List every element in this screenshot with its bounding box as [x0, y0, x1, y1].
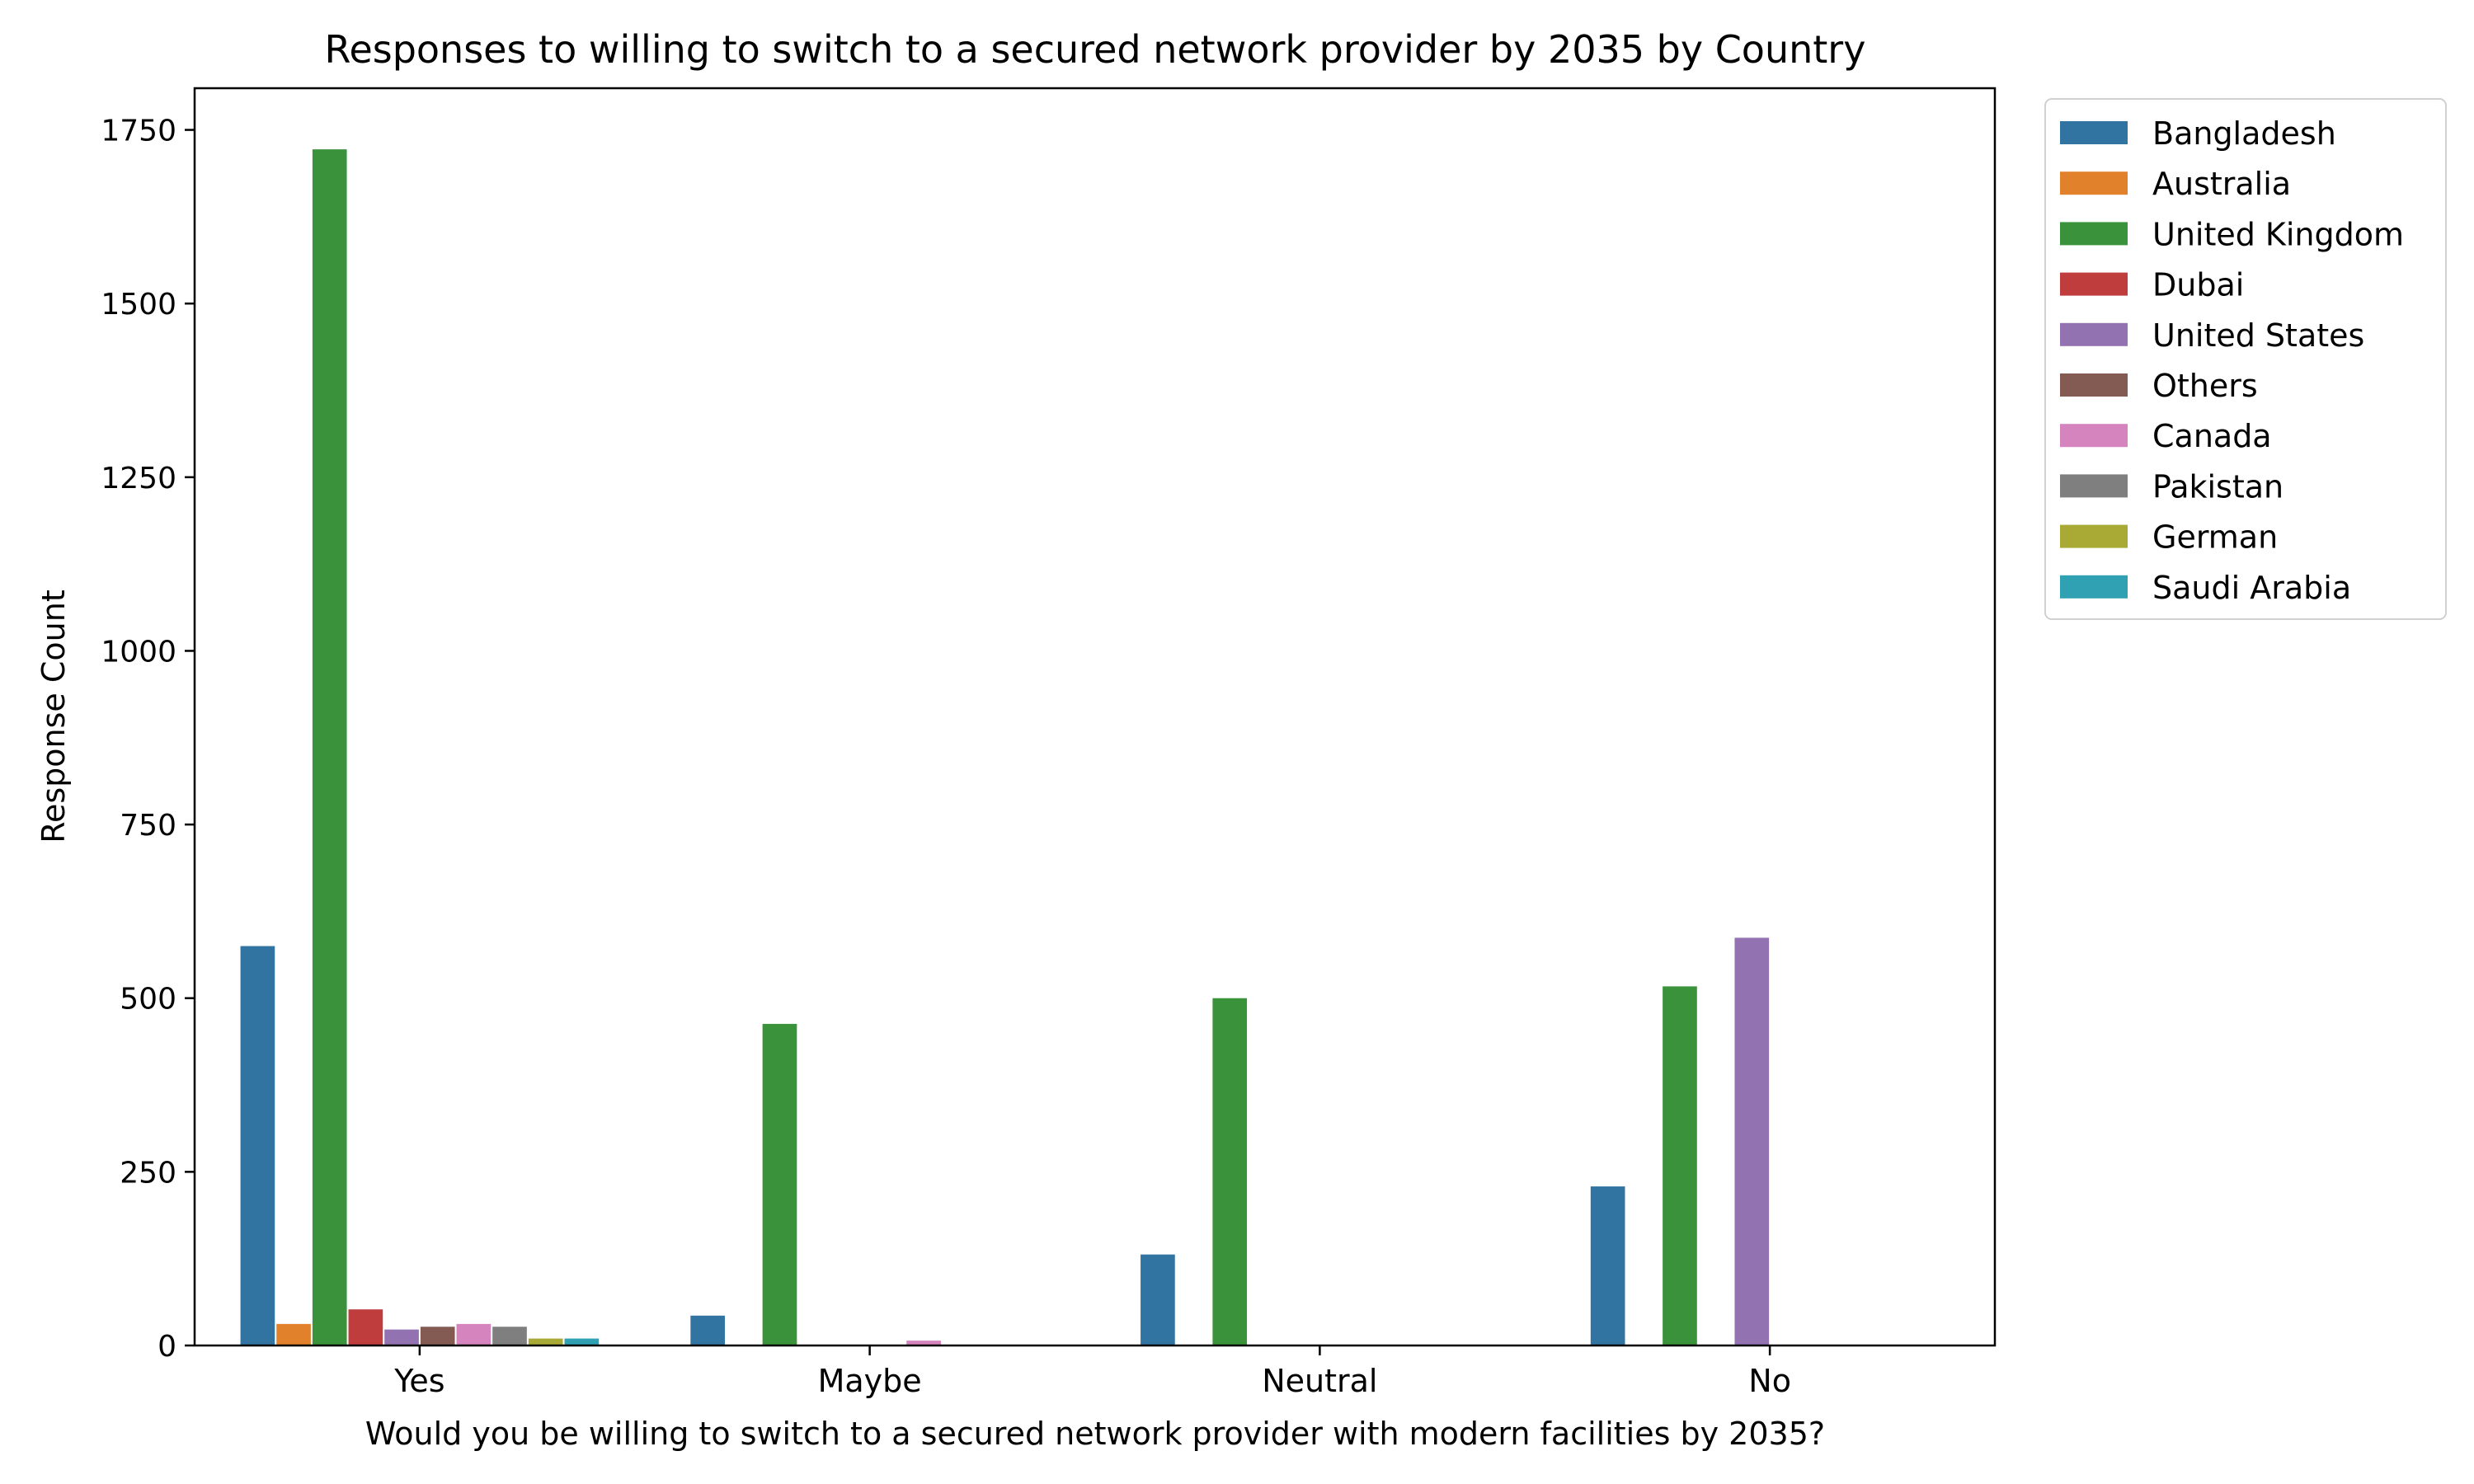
- bar: [384, 1329, 419, 1345]
- legend-swatch: [2060, 575, 2128, 599]
- legend-label: Australia: [2152, 166, 2291, 202]
- bar: [1141, 1254, 1175, 1345]
- legend-box: [2044, 98, 2447, 620]
- legend-swatch: [2060, 524, 2128, 548]
- bar: [1663, 986, 1697, 1345]
- plot-frame: [193, 87, 1997, 1347]
- y-tick-label: 1500: [101, 288, 176, 322]
- y-tick-label: 750: [120, 809, 176, 843]
- y-tick-label: 1250: [101, 462, 176, 495]
- bar: [1734, 937, 1770, 1345]
- bar: [690, 1315, 725, 1345]
- legend-label: Dubai: [2152, 267, 2244, 303]
- y-tick-label: 1750: [101, 115, 176, 148]
- y-axis: 0 250 500 750 1000 1250 1500 1750: [101, 115, 195, 1364]
- bar: [528, 1338, 563, 1345]
- legend-swatch: [2060, 474, 2128, 498]
- legend-swatch: [2060, 222, 2128, 246]
- legend-label: German: [2152, 519, 2278, 556]
- y-tick-label: 0: [158, 1330, 176, 1364]
- legend-swatch: [2060, 322, 2128, 346]
- legend-label: Pakistan: [2152, 468, 2284, 505]
- bar: [456, 1323, 492, 1345]
- bar: [906, 1341, 941, 1345]
- x-axis-label: Would you be willing to switch to a secu…: [365, 1416, 1825, 1452]
- x-tick-label: Neutral: [1262, 1363, 1377, 1399]
- legend-swatch: [2060, 272, 2128, 296]
- legend-label: Others: [2152, 368, 2258, 404]
- bar: [276, 1323, 311, 1345]
- x-tick-label: Maybe: [818, 1363, 922, 1399]
- y-axis-label: Response Count: [35, 589, 72, 843]
- bar: [492, 1327, 527, 1345]
- legend: Bangladesh Australia United Kingdom Dubai Un…: [2044, 98, 2447, 620]
- y-tick-label: 1000: [101, 635, 176, 669]
- legend-label: Saudi Arabia: [2152, 570, 2351, 606]
- bar: [762, 1023, 797, 1345]
- bar: [420, 1327, 455, 1345]
- y-tick-label: 500: [120, 983, 176, 1017]
- legend-label: United States: [2152, 317, 2364, 354]
- bar: [240, 946, 275, 1345]
- legend-swatch: [2060, 373, 2128, 397]
- bar: [564, 1338, 600, 1345]
- chart-title: Responses to willing to switch to a secu…: [325, 27, 1866, 72]
- legend-swatch: [2060, 171, 2128, 195]
- bar: [348, 1309, 383, 1345]
- legend-label: United Kingdom: [2152, 216, 2404, 252]
- x-tick-label: No: [1748, 1363, 1791, 1399]
- legend-label: Canada: [2152, 418, 2272, 454]
- x-axis: Yes Maybe Neutral No: [393, 1345, 1791, 1399]
- legend-swatch: [2060, 424, 2128, 448]
- legend-label: Bangladesh: [2152, 115, 2336, 152]
- bar: [312, 149, 347, 1345]
- bar: [1212, 998, 1248, 1345]
- legend-swatch: [2060, 121, 2128, 144]
- x-tick-label: Yes: [393, 1363, 444, 1399]
- bars-layer: [240, 149, 1770, 1345]
- bar: [1590, 1186, 1625, 1345]
- y-tick-label: 250: [120, 1156, 176, 1190]
